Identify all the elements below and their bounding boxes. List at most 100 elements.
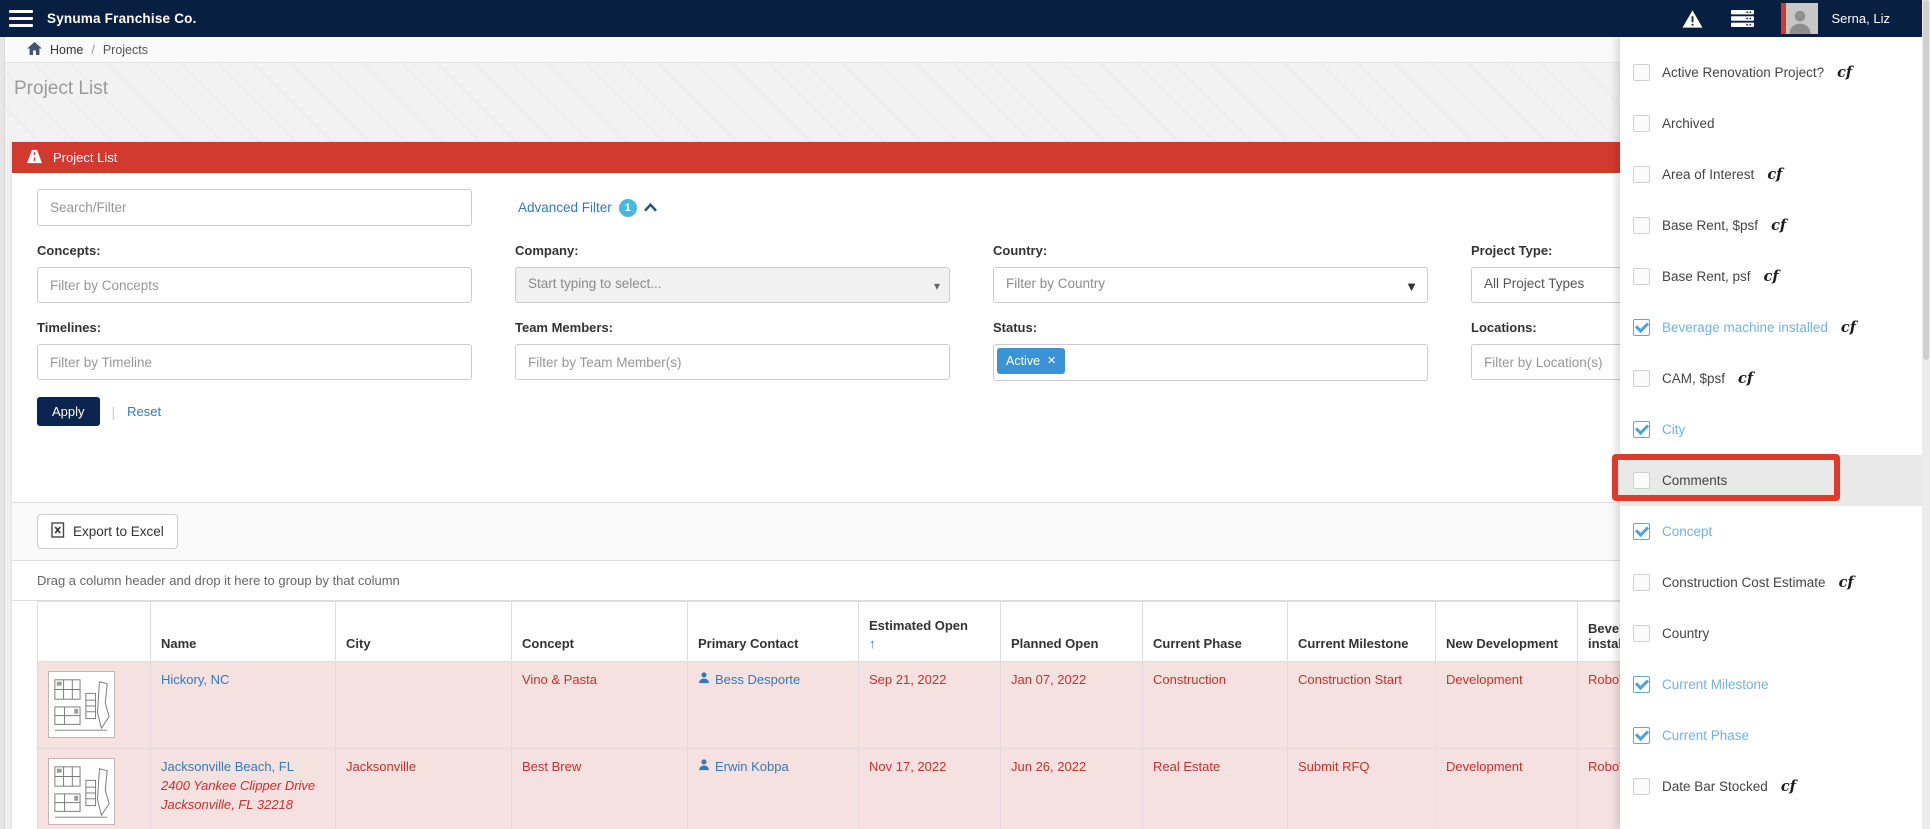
custom-field-icon: cf [1738,370,1753,387]
sidebar-item-concept[interactable]: Concept [1620,506,1922,557]
caret-down-icon: ▼ [1405,279,1418,294]
checkbox[interactable] [1633,115,1650,132]
checkbox-checked[interactable] [1633,319,1650,336]
floorplan-thumbnail[interactable] [48,758,115,825]
column-header-primary-contact[interactable]: Primary Contact [688,602,859,662]
filter-section: Advanced Filter 1 Concepts: Company: [12,173,1620,502]
advanced-filter-toggle[interactable]: Advanced Filter 1 [518,199,657,217]
sidebar-item-date-bar-stocked[interactable]: Date Bar Stocked cf [1620,761,1922,812]
sidebar-item-country[interactable]: Country [1620,608,1922,659]
sidebar-item-cam-psf[interactable]: CAM, $psf cf [1620,353,1922,404]
column-header-thumbnail[interactable] [38,602,151,662]
group-by-dropzone[interactable]: Drag a column header and drop it here to… [12,561,1620,601]
column-header-new-development[interactable]: New Development [1436,602,1578,662]
current-milestone-cell: Construction Start [1288,662,1436,749]
sidebar-item-archived[interactable]: Archived [1620,98,1922,149]
new-development-cell: Development [1436,662,1578,749]
export-to-excel-button[interactable]: Export to Excel [37,514,178,549]
project-list-panel: Project List Advanced Filter 1 Conce [12,142,1620,829]
custom-field-icon: cf [1771,217,1786,234]
contact-link[interactable]: Erwin Kobpa [698,758,789,777]
checkbox-checked[interactable] [1633,676,1650,693]
apply-button[interactable]: Apply [37,397,100,426]
sidebar-item-base-rent-dollar-psf[interactable]: Base Rent, $psf cf [1620,200,1922,251]
column-header-city[interactable]: City [336,602,512,662]
checkbox[interactable] [1633,166,1650,183]
sidebar-item-current-milestone[interactable]: Current Milestone [1620,659,1922,710]
advanced-filter-count-badge: 1 [619,199,637,217]
column-header-current-phase[interactable]: Current Phase [1143,602,1288,662]
custom-field-icon: cf [1764,268,1779,285]
contact-link[interactable]: Bess Desporte [698,671,800,690]
checkbox[interactable] [1633,217,1650,234]
user-name[interactable]: Serna, Liz [1831,11,1890,26]
home-icon[interactable] [27,42,42,58]
name-cell: Jacksonville Beach, FL 2400 Yankee Clipp… [151,749,336,829]
column-header-estimated-open[interactable]: Estimated Open ↑ [859,602,1001,662]
current-phase-cell: Real Estate [1143,749,1288,829]
checkbox-checked[interactable] [1633,523,1650,540]
sidebar-item-comments[interactable]: Comments [1620,455,1922,506]
floorplan-thumbnail[interactable] [48,671,115,738]
column-header-concept[interactable]: Concept [512,602,688,662]
city-cell: Jacksonville [336,749,512,829]
list-menu-icon[interactable] [1731,9,1754,28]
timelines-input[interactable] [37,344,472,380]
sidebar-item-active-renovation[interactable]: Active Renovation Project? cf [1620,47,1922,98]
sidebar-item-construction-cost-estimate[interactable]: Construction Cost Estimate cf [1620,557,1922,608]
concepts-label: Concepts: [37,243,472,258]
checkbox[interactable] [1633,472,1650,489]
concepts-input[interactable] [37,267,472,303]
column-chooser-sidebar: Active Renovation Project? cf Archived A… [1620,37,1922,829]
checkbox[interactable] [1633,64,1650,81]
sidebar-item-area-of-interest[interactable]: Area of Interest cf [1620,149,1922,200]
person-icon [698,758,710,777]
timelines-label: Timelines: [37,320,472,335]
column-header-planned-open[interactable]: Planned Open [1001,602,1143,662]
sidebar-item-city[interactable]: City [1620,404,1922,455]
sidebar-item-beverage-machine[interactable]: Beverage machine installed cf [1620,302,1922,353]
menu-icon[interactable] [9,10,33,27]
grid-toolbar: Export to Excel [12,503,1620,561]
planned-open-cell: Jun 26, 2022 [1001,749,1143,829]
status-multiselect[interactable]: Active ✕ [993,344,1428,381]
checkbox[interactable] [1633,625,1650,642]
custom-field-icon: cf [1767,166,1782,183]
projects-table: Name City Concept Primary Contact Estima… [37,601,1726,829]
team-members-label: Team Members: [515,320,950,335]
checkbox[interactable] [1633,268,1650,285]
country-select[interactable]: Filter by Country ▼ [993,267,1428,303]
search-input[interactable] [37,189,472,226]
checkbox[interactable] [1633,370,1650,387]
column-header-name[interactable]: Name [151,602,336,662]
checkbox[interactable] [1633,574,1650,591]
estimated-open-cell: Nov 17, 2022 [859,749,1001,829]
team-members-input[interactable] [515,344,950,380]
concept-cell: Vino & Pasta [512,662,688,749]
scrollbar-thumb[interactable] [1923,0,1929,360]
page-scrollbar[interactable] [1922,0,1930,829]
user-avatar[interactable] [1781,3,1818,34]
custom-field-icon: cf [1781,778,1796,795]
panel-title: Project List [53,150,117,165]
breadcrumb-home[interactable]: Home [50,43,83,57]
company-combobox[interactable]: Start typing to select... ▾ [515,267,950,303]
checkbox-checked[interactable] [1633,727,1650,744]
custom-field-icon: cf [1841,319,1856,336]
reset-link[interactable]: Reset [127,404,161,419]
breadcrumb-separator: / [91,43,94,57]
column-header-current-milestone[interactable]: Current Milestone [1288,602,1436,662]
warning-icon[interactable] [1681,9,1704,29]
project-link[interactable]: Jacksonville Beach, FL [161,759,294,774]
sidebar-item-base-rent-psf[interactable]: Base Rent, psf cf [1620,251,1922,302]
sidebar-item-current-phase[interactable]: Current Phase [1620,710,1922,761]
project-link[interactable]: Hickory, NC [161,672,229,687]
panel-header: Project List [12,142,1620,173]
remove-chip-icon[interactable]: ✕ [1047,356,1056,367]
estimated-open-cell: Sep 21, 2022 [859,662,1001,749]
name-cell: Hickory, NC [151,662,336,749]
checkbox-checked[interactable] [1633,421,1650,438]
checkbox[interactable] [1633,778,1650,795]
thumbnail-cell [38,749,151,829]
current-milestone-cell: Submit RFQ [1288,749,1436,829]
